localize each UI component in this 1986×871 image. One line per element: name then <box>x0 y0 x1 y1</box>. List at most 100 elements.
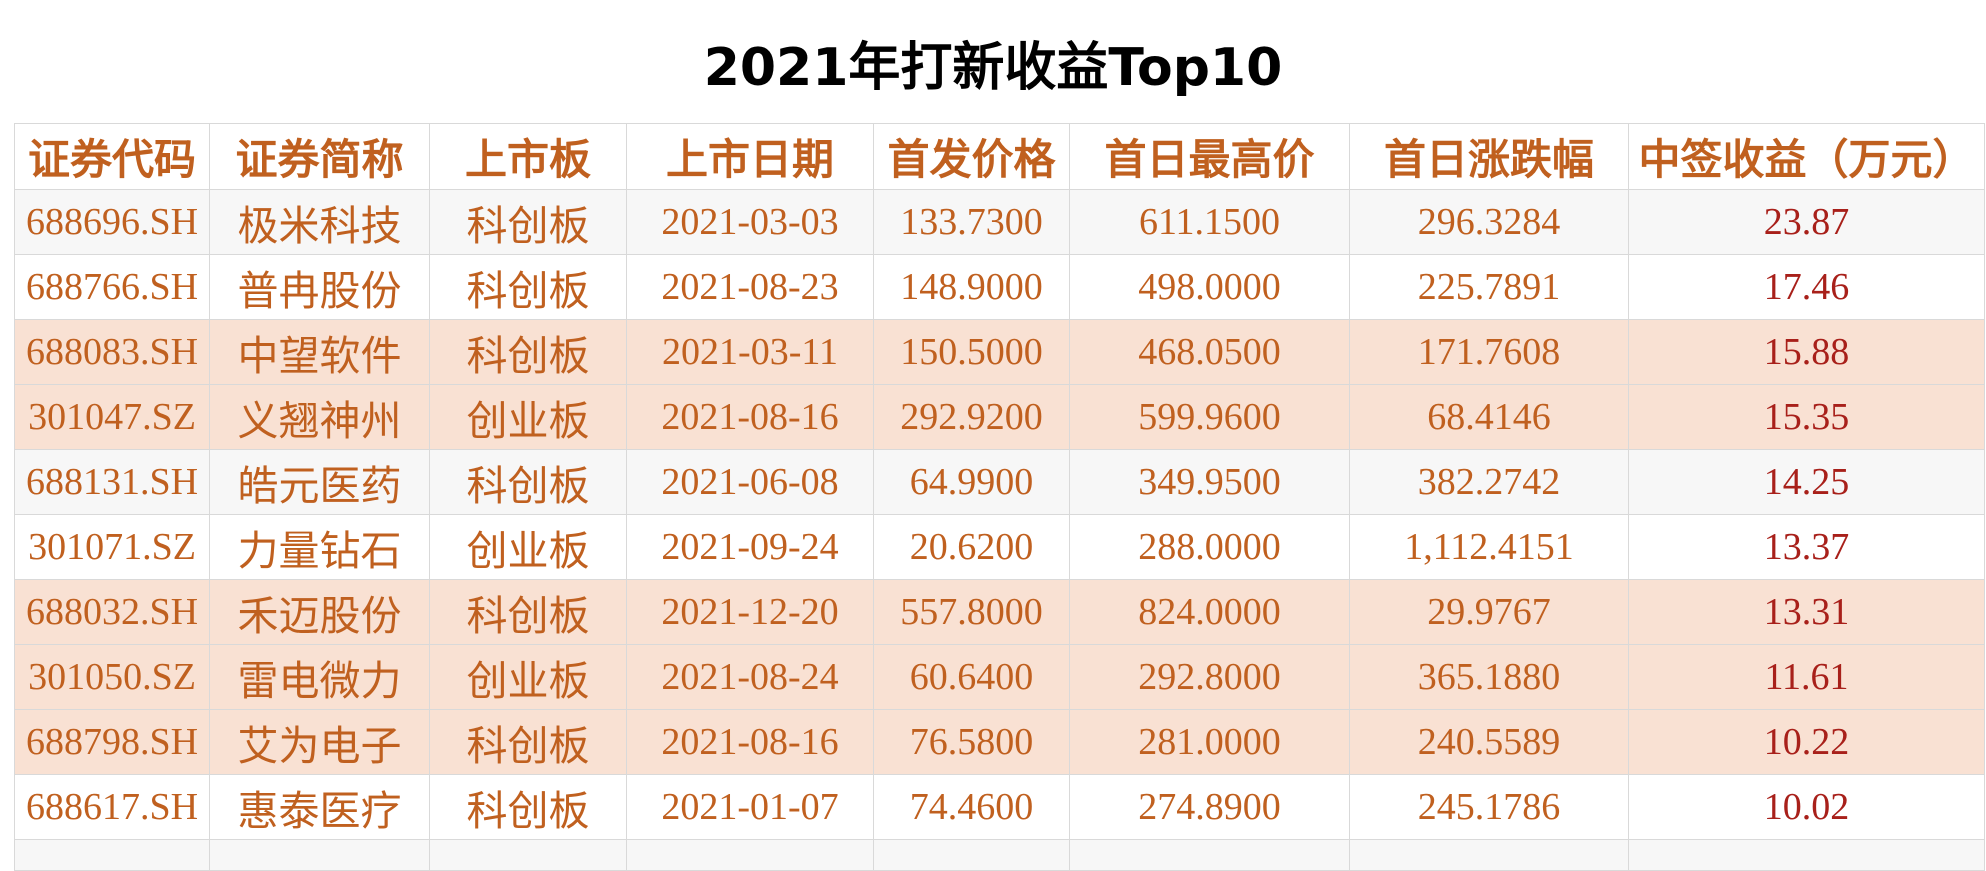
listing-date-cell: 2021-08-16 <box>626 709 874 775</box>
security-code-cell: 688083.SH <box>14 319 210 385</box>
security-code-cell: 688131.SH <box>14 449 210 515</box>
listing-date-cell: 2021-09-24 <box>626 514 874 580</box>
allotment-profit-cell: 10.22 <box>1628 709 1985 775</box>
listing-date-cell: 2021-08-24 <box>626 644 874 710</box>
empty-cell <box>1628 839 1985 871</box>
first-day-high-cell: 468.0500 <box>1069 319 1350 385</box>
board-cell: 科创板 <box>429 709 627 775</box>
table-row: 688798.SH 艾为电子 科创板 2021-08-16 76.5800 281.000… <box>14 709 1985 775</box>
first-day-high-cell: 274.8900 <box>1069 774 1350 840</box>
security-code-cell: 688798.SH <box>14 709 210 775</box>
column-header: 上市板 <box>429 123 627 190</box>
header-row: 证券代码 证券简称 上市板 上市日期 首发价格 首日最高价 首日涨跌幅 中签收益… <box>14 123 1985 190</box>
first-day-high-cell: 281.0000 <box>1069 709 1350 775</box>
column-header: 证券代码 <box>14 123 210 190</box>
security-name-cell: 皓元医药 <box>209 449 430 515</box>
empty-cell <box>209 839 430 871</box>
empty-cell <box>429 839 627 871</box>
security-name-cell: 义翘神州 <box>209 384 430 450</box>
empty-cell <box>1349 839 1629 871</box>
first-day-change-cell: 382.2742 <box>1349 449 1629 515</box>
first-day-change-cell: 245.1786 <box>1349 774 1629 840</box>
empty-cell <box>1069 839 1350 871</box>
security-name-cell: 力量钻石 <box>209 514 430 580</box>
table-row: 301050.SZ 雷电微力 创业板 2021-08-24 60.6400 292.800… <box>14 644 1985 710</box>
table-row: 688032.SH 禾迈股份 科创板 2021-12-20 557.8000 824.00… <box>14 579 1985 645</box>
listing-date-cell: 2021-08-23 <box>626 254 874 320</box>
listing-date-cell: 2021-03-03 <box>626 189 874 255</box>
first-day-change-cell: 240.5589 <box>1349 709 1629 775</box>
allotment-profit-cell: 14.25 <box>1628 449 1985 515</box>
column-header: 首日涨跌幅 <box>1349 123 1629 190</box>
ipo-price-cell: 60.6400 <box>873 644 1070 710</box>
empty-cell <box>873 839 1070 871</box>
table-row: 301071.SZ 力量钻石 创业板 2021-09-24 20.6200 288.000… <box>14 514 1985 580</box>
first-day-high-cell: 611.1500 <box>1069 189 1350 255</box>
ipo-price-cell: 150.5000 <box>873 319 1070 385</box>
security-name-cell: 禾迈股份 <box>209 579 430 645</box>
security-name-cell: 极米科技 <box>209 189 430 255</box>
table-row: 688617.SH 惠泰医疗 科创板 2021-01-07 74.4600 274.890… <box>14 774 1985 840</box>
allotment-profit-cell: 15.35 <box>1628 384 1985 450</box>
table-row: 688083.SH 中望软件 科创板 2021-03-11 150.5000 468.05… <box>14 319 1985 385</box>
security-code-cell: 301050.SZ <box>14 644 210 710</box>
security-code-cell: 688032.SH <box>14 579 210 645</box>
column-header: 上市日期 <box>626 123 874 190</box>
ipo-price-cell: 133.7300 <box>873 189 1070 255</box>
security-name-cell: 雷电微力 <box>209 644 430 710</box>
listing-date-cell: 2021-08-16 <box>626 384 874 450</box>
page-title: 2021年打新收益Top10 <box>703 38 1283 98</box>
security-name-cell: 普冉股份 <box>209 254 430 320</box>
security-name-cell: 中望软件 <box>209 319 430 385</box>
ipo-price-cell: 20.6200 <box>873 514 1070 580</box>
table-body: 688696.SH 极米科技 科创板 2021-03-03 133.7300 611.15… <box>14 189 1985 871</box>
listing-date-cell: 2021-01-07 <box>626 774 874 840</box>
ipo-price-cell: 76.5800 <box>873 709 1070 775</box>
security-name-cell: 惠泰医疗 <box>209 774 430 840</box>
first-day-change-cell: 1,112.4151 <box>1349 514 1629 580</box>
column-header: 中签收益（万元） <box>1628 123 1985 190</box>
security-name-cell: 艾为电子 <box>209 709 430 775</box>
security-code-cell: 301047.SZ <box>14 384 210 450</box>
first-day-change-cell: 296.3284 <box>1349 189 1629 255</box>
empty-cell <box>626 839 874 871</box>
ipo-price-cell: 557.8000 <box>873 579 1070 645</box>
first-day-high-cell: 288.0000 <box>1069 514 1350 580</box>
first-day-high-cell: 599.9600 <box>1069 384 1350 450</box>
security-code-cell: 688617.SH <box>14 774 210 840</box>
table-row-empty <box>14 839 1985 871</box>
table-row: 301047.SZ 义翘神州 创业板 2021-08-16 292.9200 599.96… <box>14 384 1985 450</box>
board-cell: 科创板 <box>429 774 627 840</box>
empty-cell <box>14 839 210 871</box>
listing-date-cell: 2021-03-11 <box>626 319 874 385</box>
security-code-cell: 688696.SH <box>14 189 210 255</box>
column-header: 证券简称 <box>209 123 430 190</box>
board-cell: 创业板 <box>429 384 627 450</box>
board-cell: 科创板 <box>429 254 627 320</box>
allotment-profit-cell: 10.02 <box>1628 774 1985 840</box>
first-day-high-cell: 824.0000 <box>1069 579 1350 645</box>
allotment-profit-cell: 17.46 <box>1628 254 1985 320</box>
first-day-change-cell: 29.9767 <box>1349 579 1629 645</box>
first-day-change-cell: 171.7608 <box>1349 319 1629 385</box>
board-cell: 科创板 <box>429 449 627 515</box>
listing-date-cell: 2021-06-08 <box>626 449 874 515</box>
column-header: 首发价格 <box>873 123 1070 190</box>
ipo-price-cell: 74.4600 <box>873 774 1070 840</box>
ipo-profit-table: 证券代码 证券简称 上市板 上市日期 首发价格 首日最高价 首日涨跌幅 中签收益… <box>14 123 1985 871</box>
table-row: 688696.SH 极米科技 科创板 2021-03-03 133.7300 611.15… <box>14 189 1985 255</box>
allotment-profit-cell: 11.61 <box>1628 644 1985 710</box>
ipo-price-cell: 64.9900 <box>873 449 1070 515</box>
allotment-profit-cell: 15.88 <box>1628 319 1985 385</box>
ipo-price-cell: 292.9200 <box>873 384 1070 450</box>
first-day-change-cell: 68.4146 <box>1349 384 1629 450</box>
first-day-change-cell: 225.7891 <box>1349 254 1629 320</box>
board-cell: 创业板 <box>429 514 627 580</box>
security-code-cell: 301071.SZ <box>14 514 210 580</box>
column-header: 首日最高价 <box>1069 123 1350 190</box>
first-day-change-cell: 365.1880 <box>1349 644 1629 710</box>
allotment-profit-cell: 13.31 <box>1628 579 1985 645</box>
table-row: 688131.SH 皓元医药 科创板 2021-06-08 64.9900 349.950… <box>14 449 1985 515</box>
allotment-profit-cell: 13.37 <box>1628 514 1985 580</box>
first-day-high-cell: 349.9500 <box>1069 449 1350 515</box>
